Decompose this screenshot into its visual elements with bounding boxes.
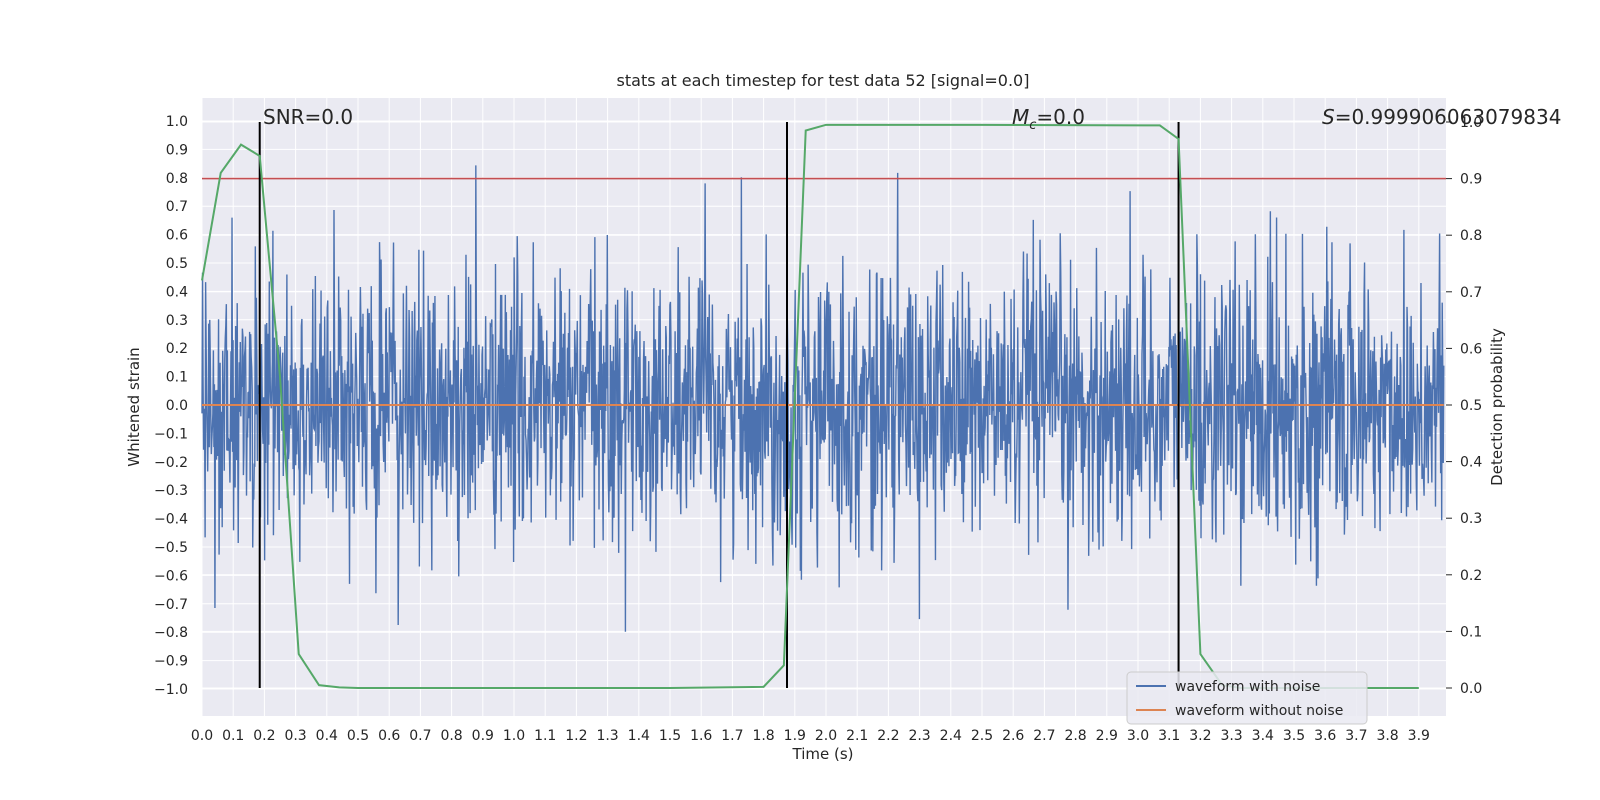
y2-tick-label: 0.0 [1460,681,1482,697]
x-tick-label: 0.6 [378,728,400,744]
x-tick-label: 1.6 [690,728,712,744]
x-tick-label: 2.0 [815,728,837,744]
y-tick-label: −0.1 [154,426,188,442]
legend: waveform with noise waveform without noi… [1126,671,1368,725]
y2-tick-label: 0.9 [1460,172,1482,188]
x-tick-label: 2.6 [1002,728,1024,744]
mc-subscript: c [1029,118,1036,133]
legend-label-noise: waveform with noise [1175,679,1320,695]
x-tick-label: 0.9 [472,728,494,744]
y-tick-label: 0.6 [166,228,188,244]
y-tick-label: 1.0 [166,114,188,130]
x-tick-label: 3.3 [1220,728,1242,744]
y-tick-label: 0.9 [166,142,188,158]
x-tick-label: 2.1 [846,728,868,744]
x-tick-label: 0.4 [316,728,338,744]
x-tick-label: 3.8 [1376,728,1398,744]
x-tick-label: 0.8 [440,728,462,744]
x-axis-label: Time (s) [792,745,854,763]
y2-tick-label: 1.0 [1460,115,1482,131]
y-tick-label: −0.6 [154,568,188,584]
x-tick-label: 0.2 [253,728,275,744]
y2-tick-label: 0.4 [1460,455,1482,471]
x-tick-label: 0.7 [409,728,431,744]
x-tick-label: 3.6 [1314,728,1336,744]
x-tick-label: 3.5 [1283,728,1305,744]
y2-tick-label: 0.3 [1460,511,1482,527]
tick-labels: 0.0 0.1 0.2 0.3 0.4 0.5 0.6 0.7 0.8 0.9 1.0 1.1 1.2 1… [154,114,1482,744]
y-tick-label: −0.8 [154,625,188,641]
x-tick-label: 2.9 [1096,728,1118,744]
x-tick-label: 2.3 [908,728,930,744]
x-tick-label: 2.2 [877,728,899,744]
y-tick-label: −0.4 [154,512,188,528]
legend-box [1126,671,1368,725]
x-tick-label: 1.0 [503,728,525,744]
snr-annotation: SNR=0.0 [263,105,353,129]
s-annotation: S=0.999906063079834 [1322,105,1561,129]
series-waveform-with-noise [201,165,1445,632]
x-tick-label: 1.5 [659,728,681,744]
y-tick-label: 0.2 [166,341,188,357]
y-tick-label: −1.0 [154,682,188,698]
x-tick-label: 0.0 [191,728,213,744]
y-tick-label: 0.0 [166,398,188,414]
noise-trace [201,165,1445,632]
y2-tick-label: 0.2 [1460,568,1482,584]
s-value: =0.999906063079834 [1335,105,1562,129]
y-tick-label: 0.3 [166,313,188,329]
y2-tick-label: 0.1 [1460,624,1482,640]
x-tick-label: 1.4 [628,728,650,744]
legend-label-clean: waveform without noise [1175,703,1343,719]
mc-symbol: M [1012,105,1029,129]
x-tick-label: 3.7 [1345,728,1367,744]
x-tick-label: 3.1 [1158,728,1180,744]
x-tick-label: 2.8 [1064,728,1086,744]
s-symbol: S [1322,105,1335,129]
y-tick-label: −0.5 [154,540,188,556]
y-tick-label: 0.1 [166,370,188,386]
x-tick-label: 1.8 [752,728,774,744]
x-tick-label: 0.1 [222,728,244,744]
y-tick-label: −0.7 [154,597,188,613]
y-tick-label: 0.8 [166,171,188,187]
x-tick-label: 1.9 [784,728,806,744]
y2-tick-label: 0.8 [1460,228,1482,244]
y2-tick-label: 0.7 [1460,285,1482,301]
y-tick-label: 0.5 [166,256,188,272]
x-tick-label: 1.7 [721,728,743,744]
mc-value: =0.0 [1036,105,1085,129]
y-tick-label: −0.3 [154,483,188,499]
mc-annotation: Mc=0.0 [1012,105,1085,133]
x-tick-label: 1.2 [565,728,587,744]
x-tick-label: 1.3 [596,728,618,744]
x-tick-label: 0.3 [284,728,306,744]
x-tick-label: 3.2 [1189,728,1211,744]
y-tick-label: 0.7 [166,199,188,215]
y-tick-label: −0.9 [154,654,188,670]
x-tick-label: 3.4 [1252,728,1274,744]
x-tick-label: 0.5 [347,728,369,744]
y2-tick-label: 0.6 [1460,341,1482,357]
overlays [201,122,1446,689]
y-tick-label: 0.4 [166,284,188,300]
x-tick-label: 2.5 [971,728,993,744]
x-tick-label: 2.4 [940,728,962,744]
x-tick-label: 3.9 [1408,728,1430,744]
y2-tick-label: 0.5 [1460,398,1482,414]
series-detection-probability [201,123,1419,689]
x-tick-label: 3.0 [1127,728,1149,744]
y2-axis-label: Detection probability [1488,328,1506,486]
x-tick-label: 1.1 [534,728,556,744]
y-axis-label: Whitened strain [125,347,143,466]
y-tick-label: −0.2 [154,455,188,471]
chart-title: stats at each timestep for test data 52 … [617,71,1030,90]
x-tick-label: 2.7 [1033,728,1055,744]
